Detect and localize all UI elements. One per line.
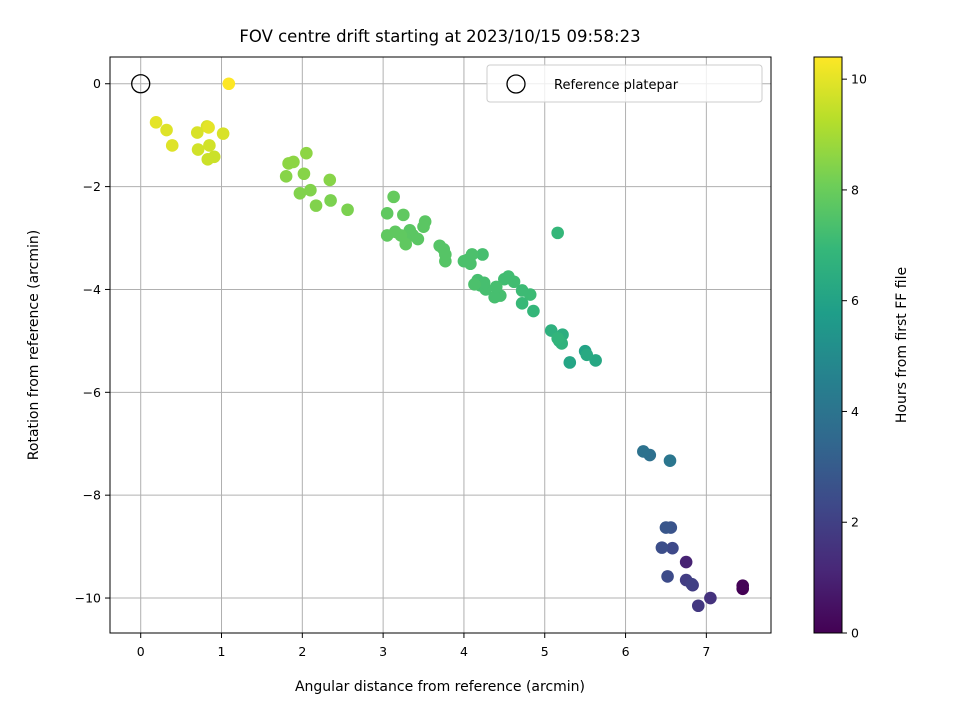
x-tick-label: 5 (541, 644, 549, 659)
x-tick-label: 7 (702, 644, 710, 659)
y-axis-label: Rotation from reference (arcmin) (26, 230, 42, 460)
data-point (736, 579, 750, 592)
data-point (433, 239, 446, 253)
colorbar: 0 2 4 6 8 10 Hours from first FF file (813, 56, 910, 641)
y-tick-label: −2 (83, 179, 101, 194)
y-tick-label: 0 (93, 76, 101, 91)
data-point (399, 237, 413, 251)
data-point (304, 183, 317, 197)
data-point (685, 577, 699, 591)
x-tick-label: 3 (379, 644, 387, 659)
data-point (216, 127, 230, 140)
data-point (457, 254, 471, 268)
data-point (387, 190, 400, 204)
data-point (165, 139, 179, 152)
data-point (380, 207, 394, 220)
data-point (663, 454, 677, 468)
data-point (160, 123, 173, 137)
plot-area-frame (109, 56, 772, 634)
chart-title: FOV centre drift starting at 2023/10/15 … (239, 27, 640, 46)
y-tick-label: −10 (75, 591, 101, 606)
data-point (515, 297, 529, 310)
legend-marker (506, 74, 526, 94)
data-point (551, 332, 564, 345)
data-point (201, 153, 215, 166)
data-point (203, 139, 216, 152)
data-point (341, 203, 354, 217)
x-axis-label: Angular distance from reference (arcmin) (295, 679, 585, 695)
grid (110, 57, 771, 633)
colorbar-tick-label: 6 (851, 293, 859, 308)
data-point (476, 248, 489, 261)
legend: Reference platepar (486, 64, 763, 103)
data-point (191, 143, 205, 156)
data-point (287, 155, 300, 169)
y-tick-label: −8 (83, 488, 101, 503)
x-tick-label: 0 (137, 644, 145, 659)
data-point (489, 280, 503, 294)
legend-label: Reference platepar (554, 78, 679, 93)
data-point (323, 173, 337, 187)
data-point (563, 356, 577, 369)
colorbar-tick-label: 8 (851, 182, 859, 197)
data-point (666, 541, 679, 555)
y-tick-label: −6 (83, 385, 101, 400)
data-point (659, 521, 673, 534)
data-point (297, 167, 311, 181)
data-point (637, 445, 650, 458)
data-point (468, 278, 481, 291)
data-point (691, 599, 705, 613)
y-tick-label: −4 (83, 282, 101, 297)
data-point (300, 146, 313, 160)
x-tick-label: 2 (298, 644, 306, 659)
data-point (655, 541, 669, 554)
x-tick-label: 4 (460, 644, 468, 659)
colorbar-tick-label: 10 (851, 72, 867, 87)
colorbar-tick-label: 2 (851, 515, 859, 530)
colorbar-label: Hours from first FF file (894, 267, 910, 423)
data-point (704, 591, 717, 605)
reference-point (131, 74, 151, 94)
data-point (417, 220, 430, 234)
x-tick-label: 6 (622, 644, 630, 659)
data-point (190, 126, 204, 139)
data-point (580, 348, 594, 362)
data-point (477, 276, 491, 290)
data-point (679, 555, 693, 569)
colorbar-tick-label: 4 (851, 404, 859, 419)
colorbar-gradient (813, 56, 843, 634)
data-point (661, 570, 674, 583)
data-point (324, 194, 337, 207)
data-point (515, 284, 529, 297)
x-axis-ticks: 0 1 2 3 4 5 6 7 (137, 633, 710, 659)
data-point (488, 290, 501, 304)
data-point (498, 272, 511, 286)
data-point (149, 116, 163, 129)
colorbar-tick-label: 0 (851, 626, 859, 641)
data-point (222, 77, 236, 91)
data-point (293, 186, 307, 200)
data-point (551, 226, 564, 240)
colorbar-ticks: 0 2 4 6 8 10 (842, 72, 867, 641)
data-point (397, 208, 410, 222)
data-point (527, 304, 540, 318)
data-point (279, 170, 293, 183)
data-points (131, 74, 750, 613)
data-point (309, 199, 323, 212)
x-tick-label: 1 (218, 644, 226, 659)
data-point (202, 121, 215, 134)
legend-box (486, 64, 763, 103)
data-point (380, 229, 394, 242)
y-axis-ticks: 0 −2 −4 −6 −8 −10 (75, 76, 110, 606)
